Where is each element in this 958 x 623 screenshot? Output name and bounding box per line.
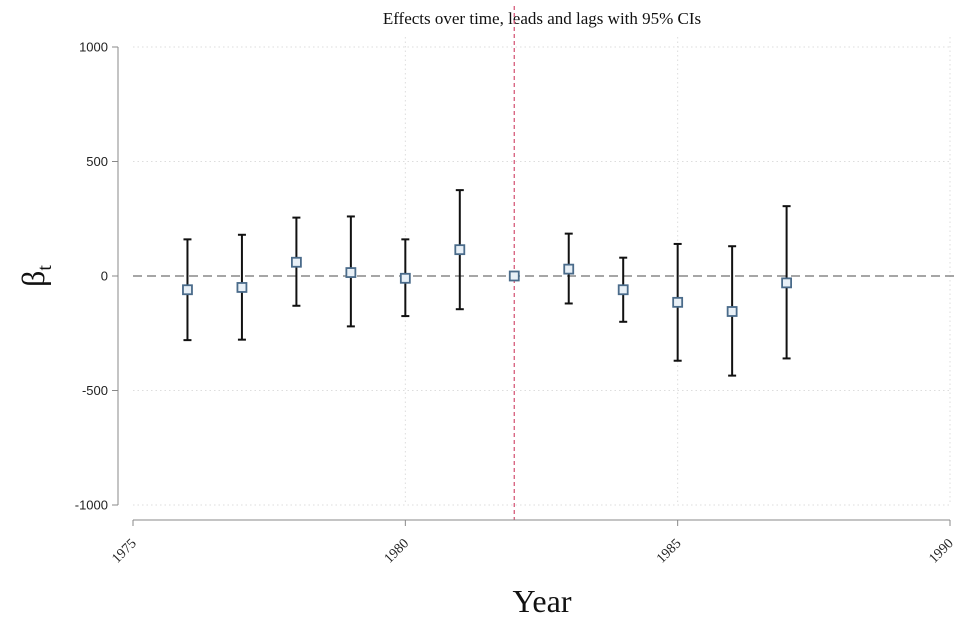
y-tick-label: 1000	[79, 40, 108, 55]
point-marker	[726, 306, 738, 317]
x-tick-label: 1980	[382, 536, 412, 566]
grid	[133, 37, 951, 506]
point-marker	[454, 244, 466, 256]
y-tick-label: -1000	[75, 498, 108, 513]
point-markers	[182, 244, 792, 317]
chart-title: Effects over time, leads and lags with 9…	[383, 9, 701, 28]
y-axis-label: βt	[15, 265, 56, 287]
point-marker	[399, 272, 411, 284]
point-marker	[781, 277, 792, 289]
y-tick-label: -500	[82, 383, 108, 398]
point-marker	[508, 270, 520, 282]
y-tick-label: 500	[86, 154, 108, 169]
point-marker	[345, 267, 357, 278]
point-marker	[290, 256, 302, 268]
y-tick-label: 0	[101, 269, 108, 284]
error-bars	[183, 189, 791, 377]
y-axis-label-sub: t	[34, 265, 56, 271]
x-tick-label: 1975	[109, 536, 139, 566]
y-axis-label-main: β	[15, 271, 51, 287]
point-marker	[182, 284, 193, 296]
reference-lines	[133, 6, 956, 520]
x-tick-label: 1985	[654, 536, 684, 566]
point-marker	[236, 282, 248, 293]
point-marker	[672, 296, 684, 308]
x-tick-label: 1990	[926, 536, 956, 566]
axes: -1000 -500 0 500 1000 1975 1980 1985 1990	[75, 40, 957, 567]
x-axis-label: Year	[513, 583, 572, 619]
point-marker	[617, 284, 629, 296]
point-marker	[563, 263, 575, 275]
